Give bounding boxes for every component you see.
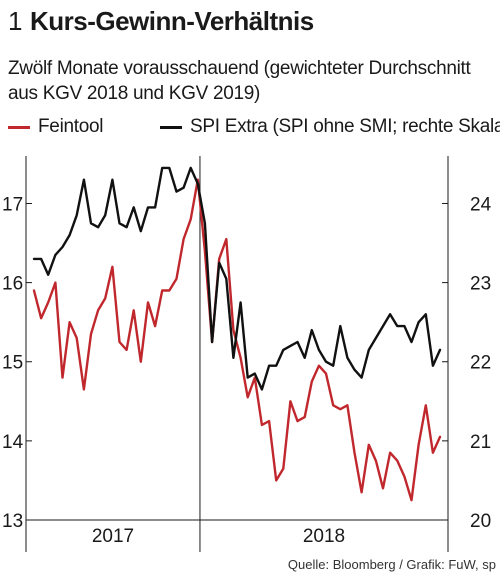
chart-title-text: Kurs-Gewinn-Verhältnis xyxy=(29,6,314,36)
left-tick-label: 14 xyxy=(2,432,24,453)
left-tick-label: 16 xyxy=(2,274,23,295)
legend-label-feintool: Feintool xyxy=(38,116,104,137)
right-tick-label: 22 xyxy=(470,353,491,374)
left-tick-label: 13 xyxy=(2,511,23,532)
x-label-2017: 2017 xyxy=(92,526,134,547)
legend-label-spi-extra: SPI Extra (SPI ohne SMI; rechte Skala) xyxy=(190,116,500,137)
chart-number: 1 xyxy=(8,6,22,36)
legend: Feintool SPI Extra (SPI ohne SMI; rechte… xyxy=(0,116,500,144)
source-note: Quelle: Bloomberg / Grafik: FuW, sp xyxy=(287,557,496,572)
chart-subtitle: Zwölf Monate vorausschauend (gewichteter… xyxy=(8,58,471,104)
right-tick-label: 20 xyxy=(470,511,491,532)
left-tick-label: 15 xyxy=(2,353,23,374)
right-tick-label: 21 xyxy=(470,432,491,453)
right-tick-label: 23 xyxy=(470,274,491,295)
legend-swatch-spi-extra xyxy=(160,125,182,129)
series-line-feintool xyxy=(32,178,442,502)
legend-item-spi-extra: SPI Extra (SPI ohne SMI; rechte Skala) xyxy=(160,116,500,138)
chart-title: 1 Kurs-Gewinn-Verhältnis xyxy=(8,6,314,37)
x-label-2018: 2018 xyxy=(303,526,345,547)
series-line-spi-extra xyxy=(32,166,442,391)
legend-swatch-feintool xyxy=(8,125,30,129)
legend-item-feintool: Feintool xyxy=(8,116,104,138)
right-tick-label: 24 xyxy=(470,194,492,215)
left-tick-label: 17 xyxy=(2,194,23,215)
